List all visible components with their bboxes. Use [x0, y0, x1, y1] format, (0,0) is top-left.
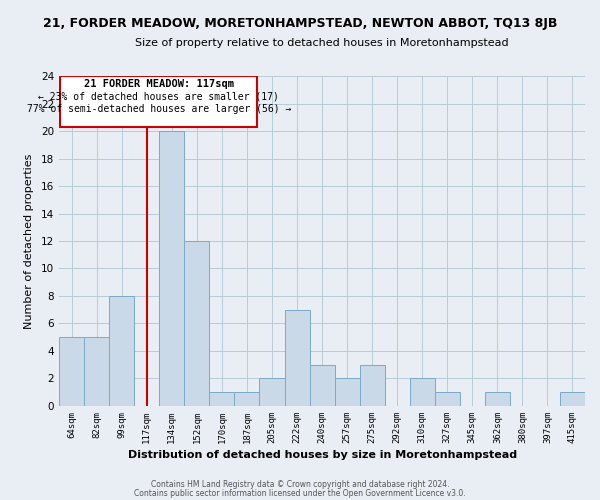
Bar [59, 337, 84, 406]
Bar [84, 337, 109, 406]
Bar [235, 392, 259, 406]
Text: 21 FORDER MEADOW: 117sqm: 21 FORDER MEADOW: 117sqm [84, 80, 234, 90]
Bar [435, 392, 460, 406]
Text: 21, FORDER MEADOW, MORETONHAMPSTEAD, NEWTON ABBOT, TQ13 8JB: 21, FORDER MEADOW, MORETONHAMPSTEAD, NEW… [43, 18, 557, 30]
Bar [259, 378, 284, 406]
Text: Contains public sector information licensed under the Open Government Licence v3: Contains public sector information licen… [134, 488, 466, 498]
Bar [359, 364, 385, 406]
Bar [209, 392, 235, 406]
Bar [485, 392, 510, 406]
Y-axis label: Number of detached properties: Number of detached properties [24, 154, 34, 328]
Bar [410, 378, 435, 406]
Bar [284, 310, 310, 406]
Text: Contains HM Land Registry data © Crown copyright and database right 2024.: Contains HM Land Registry data © Crown c… [151, 480, 449, 489]
X-axis label: Distribution of detached houses by size in Moretonhampstead: Distribution of detached houses by size … [128, 450, 517, 460]
Title: Size of property relative to detached houses in Moretonhampstead: Size of property relative to detached ho… [135, 38, 509, 48]
Bar [310, 364, 335, 406]
Bar [335, 378, 359, 406]
Bar [109, 296, 134, 406]
FancyBboxPatch shape [61, 76, 257, 127]
Text: ← 23% of detached houses are smaller (17): ← 23% of detached houses are smaller (17… [38, 92, 279, 102]
Bar [184, 241, 209, 406]
Bar [160, 131, 184, 406]
Text: 77% of semi-detached houses are larger (56) →: 77% of semi-detached houses are larger (… [26, 104, 291, 114]
Bar [560, 392, 585, 406]
